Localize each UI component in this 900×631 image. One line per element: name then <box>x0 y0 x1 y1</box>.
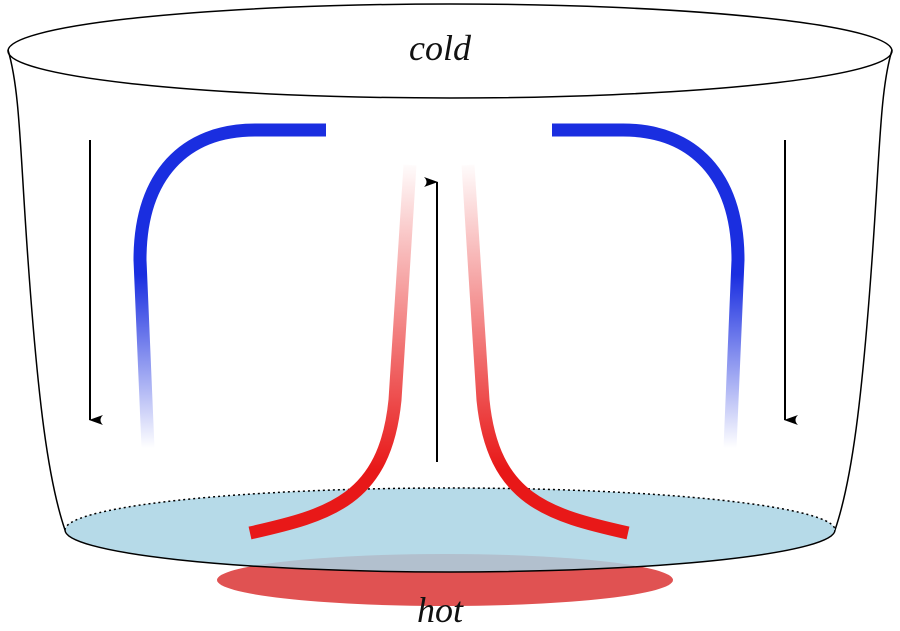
hot-flow-right <box>461 164 630 540</box>
bowl-bottom <box>65 488 835 572</box>
bowl-left-side <box>7 49 66 531</box>
cold-flow-right <box>552 123 745 449</box>
cold-label: cold <box>409 28 472 68</box>
cold-flow-left <box>133 123 326 449</box>
hot-label: hot <box>417 590 464 630</box>
hot-flow-left <box>248 164 417 540</box>
bowl-rim <box>7 3 893 99</box>
bowl-bottom-back <box>64 487 836 531</box>
bowl-bottom-front <box>64 529 836 573</box>
bowl-right-side <box>834 49 893 531</box>
